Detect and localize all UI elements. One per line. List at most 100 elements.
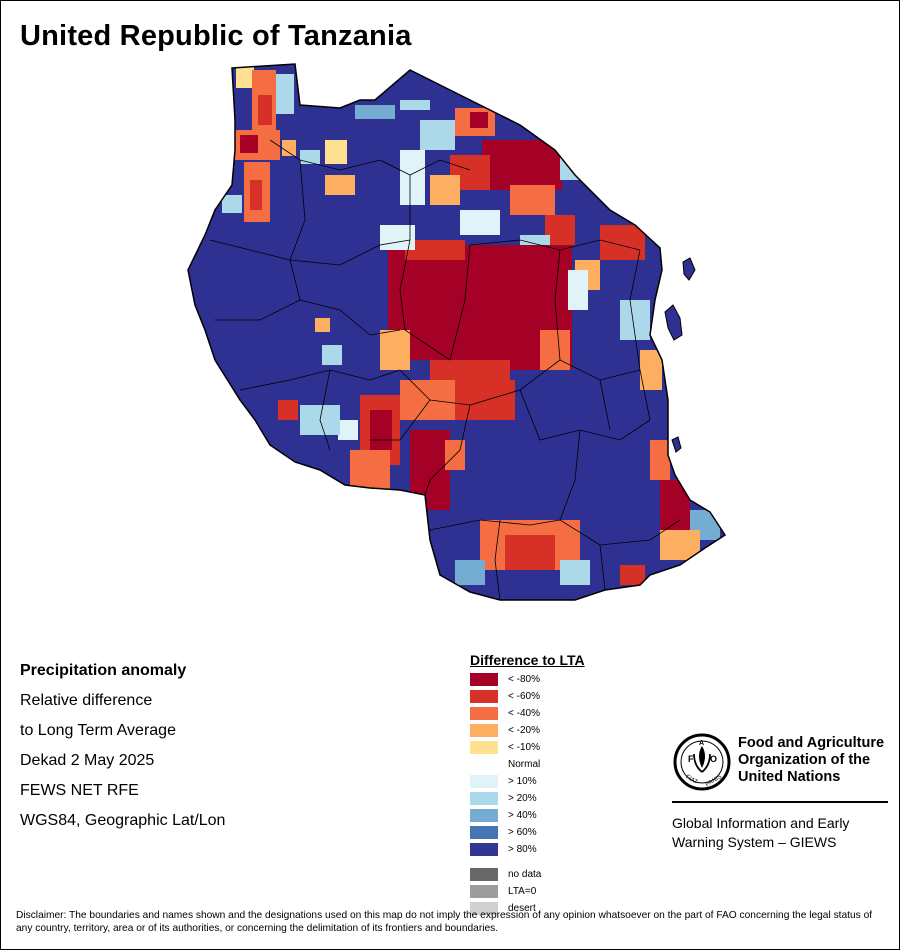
legend-item: < -80% — [470, 671, 585, 688]
island-pemba — [682, 257, 696, 281]
anomaly-patch — [568, 270, 588, 310]
legend-label: no data — [508, 869, 542, 880]
anomaly-patch — [410, 430, 450, 510]
map-info: Precipitation anomaly Relative differenc… — [20, 656, 225, 836]
legend-classes: < -80% < -60% < -40% < -20% < -10% Normal > 10… — [470, 671, 585, 858]
anomaly-patch — [620, 565, 645, 585]
legend-swatch — [470, 707, 498, 720]
legend-swatch — [470, 868, 498, 881]
legend-item: desert — [470, 900, 585, 917]
anomaly-patch — [455, 560, 485, 585]
legend-swatch — [470, 673, 498, 686]
legend-label: Normal — [508, 759, 541, 770]
legend: Difference to LTA < -80% < -60% < -40% < -2… — [470, 652, 585, 917]
anomaly-patch — [400, 150, 425, 205]
legend-swatch — [470, 885, 498, 898]
anomaly-patch — [325, 140, 347, 164]
anomaly-patch — [250, 180, 262, 210]
anomaly-patch — [650, 440, 670, 480]
legend-title: Difference to LTA — [470, 652, 585, 668]
fao-logo-icon: F A O FIAT PANIS — [673, 733, 731, 791]
anomaly-patch — [258, 95, 272, 125]
legend-label: > 80% — [508, 844, 537, 855]
legend-swatch — [470, 826, 498, 839]
anomaly-patch — [482, 140, 562, 190]
island-zanzibar — [664, 304, 683, 341]
anomaly-patch — [236, 66, 254, 88]
legend-label: > 20% — [508, 793, 537, 804]
legend-label: < -20% — [508, 725, 540, 736]
legend-swatch — [470, 690, 498, 703]
svg-text:F: F — [688, 754, 694, 764]
legend-label: LTA=0 — [508, 886, 537, 897]
legend-item: > 60% — [470, 824, 585, 841]
legend-item: Normal — [470, 756, 585, 773]
anomaly-patch — [640, 350, 662, 390]
anomaly-patch — [430, 175, 460, 205]
anomaly-patch — [560, 560, 590, 585]
fao-name: Food and Agriculture Organization of the… — [738, 735, 885, 785]
svg-text:A: A — [699, 740, 704, 747]
anomaly-patch — [276, 74, 294, 114]
info-line: Relative difference — [20, 692, 153, 709]
legend-swatch — [470, 792, 498, 805]
anomaly-patch — [455, 380, 515, 420]
info-line: Dekad 2 May 2025 — [20, 752, 155, 769]
legend-swatch — [470, 902, 498, 915]
anomaly-patch — [460, 210, 500, 235]
anomaly-patch — [370, 410, 392, 450]
info-heading: Precipitation anomaly — [20, 662, 187, 679]
legend-swatch — [470, 843, 498, 856]
anomaly-patch — [470, 112, 488, 128]
anomaly-patch — [300, 150, 320, 164]
anomaly-patch — [420, 120, 455, 150]
legend-label: desert — [508, 903, 536, 914]
anomaly-patch — [322, 345, 342, 365]
legend-swatch — [470, 741, 498, 754]
anomaly-patch — [315, 318, 330, 332]
anomaly-patch — [505, 535, 555, 570]
anomaly-map — [187, 63, 726, 601]
svg-text:O: O — [710, 754, 717, 764]
anomaly-patch — [510, 185, 555, 215]
island-mafia — [671, 436, 682, 453]
anomaly-patch — [400, 100, 430, 110]
anomaly-patch — [380, 330, 410, 370]
svg-text:FIAT: FIAT — [685, 774, 699, 786]
legend-item: < -60% — [470, 688, 585, 705]
legend-item: < -40% — [470, 705, 585, 722]
legend-item: < -10% — [470, 739, 585, 756]
anomaly-patch — [355, 105, 395, 119]
legend-item: > 40% — [470, 807, 585, 824]
anomaly-patch — [660, 480, 690, 530]
anomaly-patch — [660, 530, 700, 560]
legend-swatch — [470, 809, 498, 822]
legend-swatch — [470, 724, 498, 737]
legend-item: no data — [470, 866, 585, 883]
legend-label: < -10% — [508, 742, 540, 753]
anomaly-patch — [350, 450, 390, 490]
map-title: United Republic of Tanzania — [20, 20, 412, 52]
info-line: FEWS NET RFE — [20, 782, 139, 799]
legend-special: no data LTA=0 desert — [470, 866, 585, 917]
info-line: WGS84, Geographic Lat/Lon — [20, 812, 226, 829]
anomaly-patch — [222, 195, 242, 213]
anomaly-patch — [600, 225, 645, 260]
disclaimer: Disclaimer: The boundaries and names sho… — [16, 910, 873, 934]
legend-label: < -60% — [508, 691, 540, 702]
anomaly-patch — [325, 175, 355, 195]
anomaly-patch — [405, 240, 465, 260]
legend-label: < -40% — [508, 708, 540, 719]
legend-item: > 80% — [470, 841, 585, 858]
anomaly-patch — [278, 400, 298, 420]
anomaly-patch — [338, 420, 358, 440]
legend-item: < -20% — [470, 722, 585, 739]
anomaly-patch — [240, 135, 258, 153]
legend-label: > 10% — [508, 776, 537, 787]
legend-label: > 40% — [508, 810, 537, 821]
legend-swatch — [470, 775, 498, 788]
legend-item: > 20% — [470, 790, 585, 807]
legend-label: > 60% — [508, 827, 537, 838]
anomaly-patch — [282, 140, 296, 156]
legend-label: < -80% — [508, 674, 540, 685]
